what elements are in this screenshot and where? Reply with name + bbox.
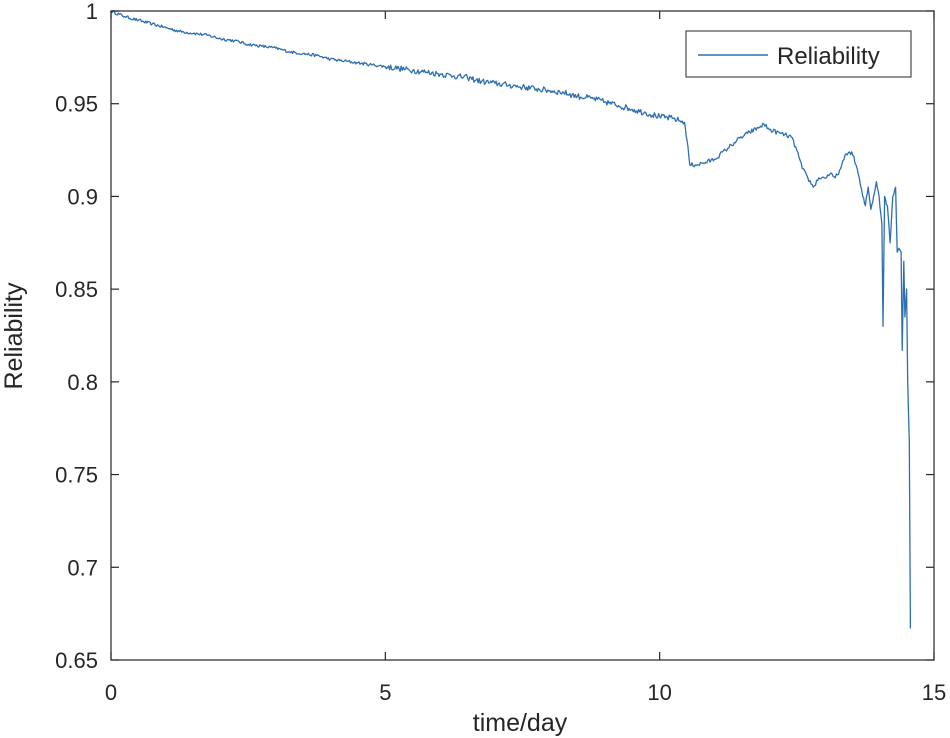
legend-box bbox=[685, 30, 912, 78]
legend-label: Reliability bbox=[777, 43, 880, 70]
y-tick-label: 0.7 bbox=[67, 555, 98, 580]
y-tick-label: 1 bbox=[86, 0, 98, 24]
y-tick-label: 0.75 bbox=[55, 463, 98, 488]
x-tick-label: 15 bbox=[922, 680, 946, 705]
y-tick-label: 0.85 bbox=[55, 277, 98, 302]
x-tick-label: 0 bbox=[105, 680, 117, 705]
legend: Reliability bbox=[685, 30, 912, 78]
series-line-reliability bbox=[110, 10, 912, 629]
x-axis-label: time/day bbox=[473, 709, 568, 737]
axes-frame bbox=[110, 10, 935, 661]
ticks-layer: 0 5 10 15 0.65 0.7 0.75 0.8 0.85 0.9 0.95 1 bbox=[55, 0, 946, 705]
y-tick-label: 0.95 bbox=[55, 92, 98, 117]
plot-area bbox=[111, 11, 934, 660]
y-axis-label: Reliability bbox=[0, 282, 28, 389]
x-tick-label: 5 bbox=[379, 680, 391, 705]
axes-layer bbox=[110, 10, 935, 661]
y-tick-label: 0.8 bbox=[67, 370, 98, 395]
x-tick-label: 10 bbox=[647, 680, 671, 705]
y-tick-label: 0.65 bbox=[55, 648, 98, 673]
y-tick-label: 0.9 bbox=[67, 184, 98, 209]
data-layer bbox=[110, 10, 912, 629]
